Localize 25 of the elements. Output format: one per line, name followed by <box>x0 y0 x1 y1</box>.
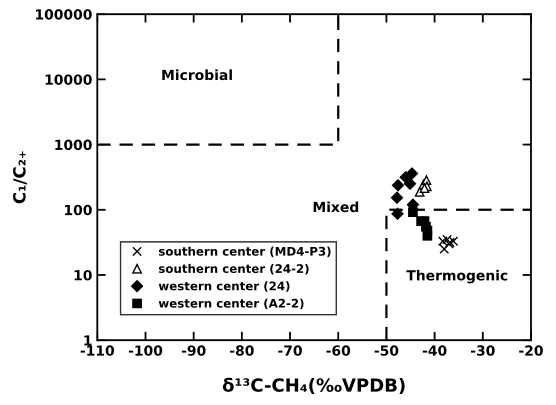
y-axis-title: C₁/C₂₊ <box>13 151 27 204</box>
legend-label: southern center (24-2) <box>158 264 309 274</box>
x-tick-label: -90 <box>182 345 206 356</box>
y-tick-label: 100 <box>65 204 92 216</box>
legend-label: western center (24) <box>158 281 290 292</box>
x-axis-title: δ¹³C-CH₄(‰VPDB) <box>222 378 405 394</box>
y-tick-label: 1 <box>84 335 92 346</box>
y-tick-label: 100000 <box>36 9 92 20</box>
annotation: Thermogenic <box>406 270 508 284</box>
legend-label: southern center (MD4-P3) <box>158 246 331 258</box>
x-tick-label: -40 <box>422 345 446 356</box>
x-tick-label: -80 <box>230 345 254 356</box>
x-tick-label: -30 <box>471 345 495 356</box>
x-tick-label: -20 <box>519 345 543 356</box>
x-tick-label: -70 <box>278 345 302 356</box>
legend-label: western center (A2-2) <box>158 298 304 310</box>
annotation: Mixed <box>314 201 358 212</box>
y-tick-label: 10000 <box>46 74 92 85</box>
x-tick-label: -50 <box>374 345 398 356</box>
x-tick-label: -100 <box>128 345 162 356</box>
y-tick-label: 10 <box>74 270 92 280</box>
x-tick-label: -110 <box>80 345 114 356</box>
y-tick-label: 1000 <box>55 140 92 150</box>
x-tick-label: -60 <box>326 345 350 356</box>
annotation: Microbial <box>162 69 232 80</box>
